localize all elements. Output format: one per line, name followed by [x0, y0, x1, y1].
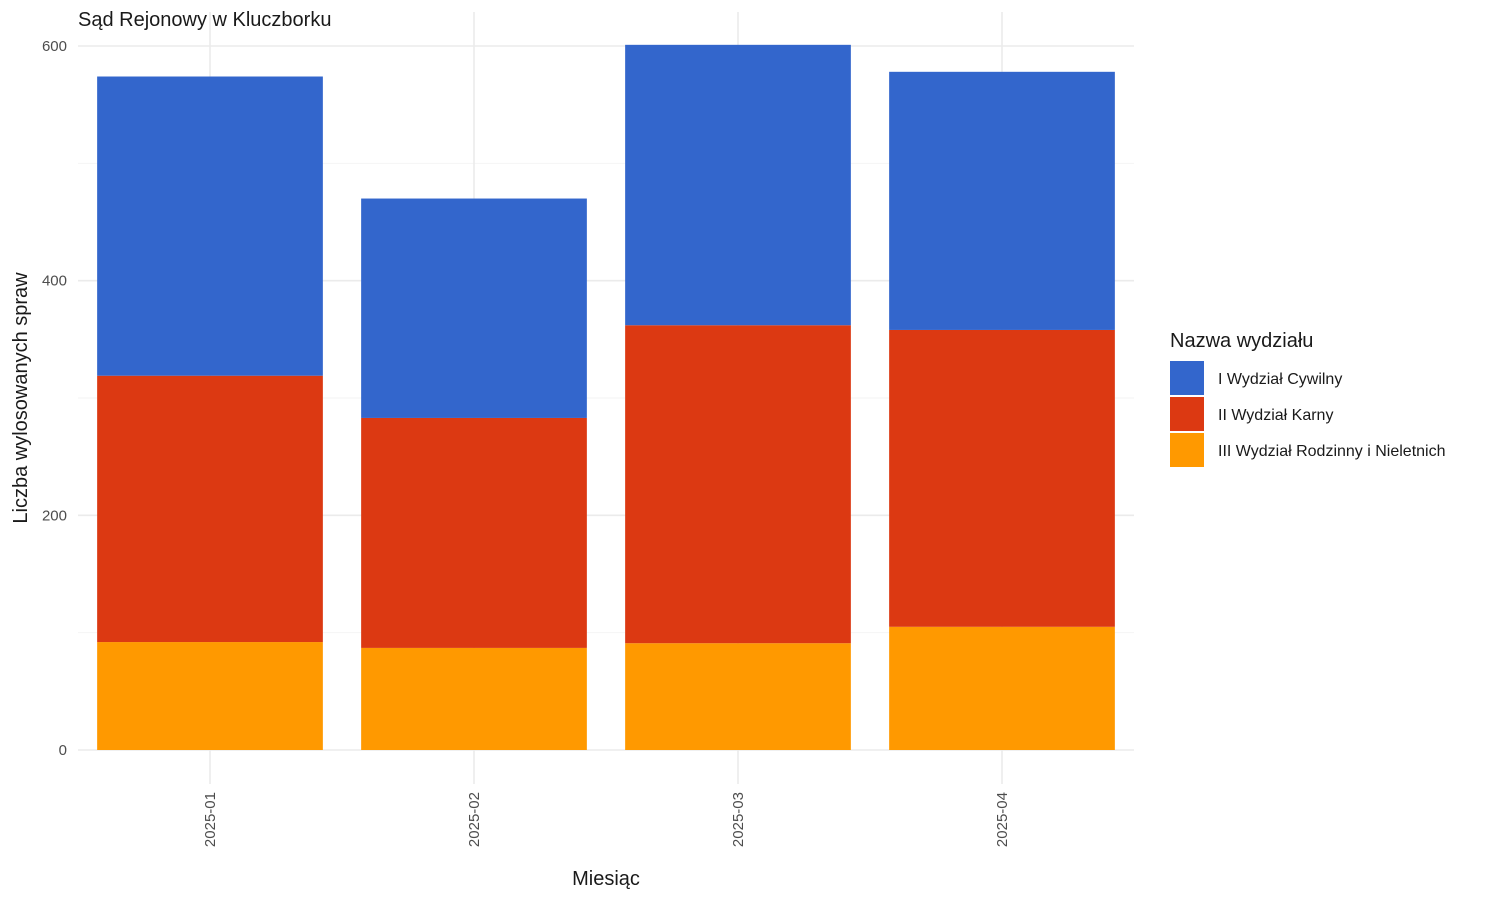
bar-segment — [889, 626, 1115, 750]
y-tick-label: 600 — [42, 38, 67, 55]
y-tick-label: 0 — [59, 742, 67, 759]
bar-segment — [889, 71, 1115, 330]
bar-segment — [361, 417, 587, 648]
bar-segment — [889, 329, 1115, 627]
legend-label: II Wydział Karny — [1218, 407, 1333, 424]
x-tick-label: 2025-04 — [994, 792, 1011, 847]
bar-segment — [97, 375, 323, 643]
legend-swatch — [1170, 361, 1204, 395]
x-tick-label: 2025-03 — [730, 792, 747, 847]
legend-label: I Wydział Cywilny — [1218, 371, 1342, 388]
bar-segment — [361, 198, 587, 418]
bar-segment — [625, 325, 851, 644]
y-axis-title: Liczba wylosowanych spraw — [10, 272, 32, 524]
legend: Nazwa wydziału I Wydział Cywilny II Wydzi… — [1170, 330, 1446, 467]
bar-segment — [361, 647, 587, 750]
legend-label: III Wydział Rodzinny i Nieletnich — [1218, 443, 1446, 460]
chart-title: Sąd Rejonowy w Kluczborku — [78, 9, 331, 31]
x-tick-label: 2025-01 — [202, 792, 219, 847]
legend-swatch — [1170, 397, 1204, 431]
x-axis-ticks: 2025-01 2025-02 2025-03 2025-04 — [202, 792, 1011, 847]
bar-segment — [625, 643, 851, 750]
y-tick-label: 400 — [42, 273, 67, 290]
y-tick-label: 200 — [42, 507, 67, 524]
bar-segment — [625, 44, 851, 326]
x-tick-label: 2025-02 — [466, 792, 483, 847]
legend-title: Nazwa wydziału — [1170, 330, 1313, 352]
bar-segment — [97, 76, 323, 376]
y-axis-ticks: 0 200 400 600 — [42, 38, 67, 759]
legend-swatch — [1170, 433, 1204, 467]
bars — [97, 44, 1115, 750]
x-axis-title: Miesiąc — [572, 868, 640, 890]
bar-segment — [97, 642, 323, 750]
